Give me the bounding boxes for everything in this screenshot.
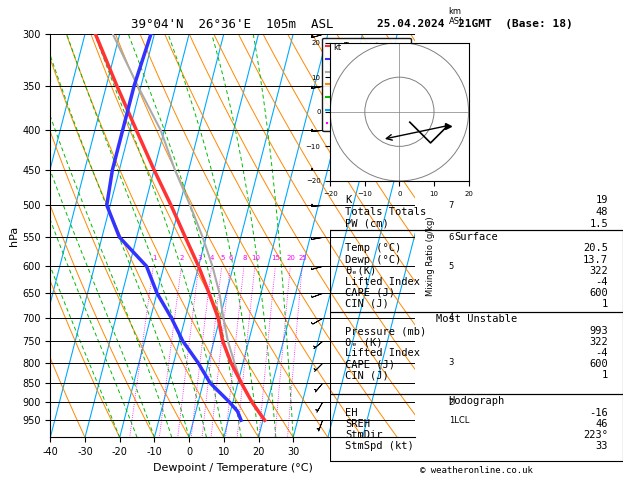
Text: Mixing Ratio (g/kg): Mixing Ratio (g/kg) [426, 216, 435, 295]
Text: -4: -4 [596, 277, 608, 287]
Text: 4: 4 [448, 313, 454, 322]
Text: Temp (°C): Temp (°C) [345, 243, 401, 254]
Text: -16: -16 [589, 408, 608, 417]
Text: 2: 2 [180, 255, 184, 260]
Text: Totals Totals: Totals Totals [345, 207, 426, 217]
Text: 3: 3 [198, 255, 202, 260]
Text: 5: 5 [448, 262, 454, 271]
Text: PW (cm): PW (cm) [345, 219, 389, 229]
Text: Pressure (mb): Pressure (mb) [345, 326, 426, 336]
Text: 993: 993 [589, 326, 608, 336]
Text: CIN (J): CIN (J) [345, 370, 389, 381]
Text: 8: 8 [242, 255, 247, 260]
Text: 3: 3 [448, 358, 454, 367]
X-axis label: Dewpoint / Temperature (°C): Dewpoint / Temperature (°C) [153, 463, 313, 473]
Text: 10: 10 [251, 255, 260, 260]
Text: StmDir: StmDir [345, 430, 382, 440]
Text: 19: 19 [596, 195, 608, 206]
Text: 25: 25 [298, 255, 307, 260]
Text: K: K [345, 195, 351, 206]
Text: Lifted Index: Lifted Index [345, 277, 420, 287]
Text: 1.5: 1.5 [589, 219, 608, 229]
Legend: Temperature, Dewpoint, Parcel Trajectory, Dry Adiabat, Wet Adiabat, Isotherm, Mi: Temperature, Dewpoint, Parcel Trajectory… [322, 38, 411, 131]
Text: 600: 600 [589, 288, 608, 298]
Text: 5: 5 [220, 255, 225, 260]
Text: 8: 8 [448, 126, 454, 135]
Text: 6: 6 [228, 255, 233, 260]
Text: EH: EH [345, 408, 357, 417]
Text: 15: 15 [272, 255, 281, 260]
Text: CAPE (J): CAPE (J) [345, 288, 395, 298]
Text: 4: 4 [210, 255, 214, 260]
Text: θₑ(K): θₑ(K) [345, 266, 376, 276]
Text: 33: 33 [596, 441, 608, 451]
Text: 25.04.2024  21GMT  (Base: 18): 25.04.2024 21GMT (Base: 18) [377, 19, 573, 30]
Text: 1: 1 [152, 255, 157, 260]
Text: 2: 2 [448, 398, 454, 407]
Text: 6: 6 [448, 233, 454, 242]
Text: SREH: SREH [345, 419, 370, 429]
Text: CIN (J): CIN (J) [345, 299, 389, 309]
Title: 39°04'N  26°36'E  105m  ASL: 39°04'N 26°36'E 105m ASL [131, 18, 334, 32]
Y-axis label: hPa: hPa [9, 226, 19, 246]
Text: Lifted Index: Lifted Index [345, 348, 420, 358]
Text: 48: 48 [596, 207, 608, 217]
Text: Most Unstable: Most Unstable [436, 314, 517, 324]
Text: 1: 1 [602, 370, 608, 381]
Text: 20: 20 [286, 255, 295, 260]
Text: Surface: Surface [455, 232, 498, 242]
Text: 20.5: 20.5 [583, 243, 608, 254]
Text: -4: -4 [596, 348, 608, 358]
Text: 600: 600 [589, 359, 608, 369]
Text: 322: 322 [589, 337, 608, 347]
Text: θₑ (K): θₑ (K) [345, 337, 382, 347]
Text: km
ASL: km ASL [448, 6, 464, 26]
Text: 322: 322 [589, 266, 608, 276]
Text: 223°: 223° [583, 430, 608, 440]
Text: CAPE (J): CAPE (J) [345, 359, 395, 369]
Text: 1: 1 [602, 299, 608, 309]
Text: 7: 7 [448, 201, 454, 209]
Text: 13.7: 13.7 [583, 255, 608, 264]
Text: Hodograph: Hodograph [448, 396, 504, 406]
Text: kt: kt [334, 42, 342, 52]
Text: © weatheronline.co.uk: © weatheronline.co.uk [420, 466, 533, 475]
Text: 1LCL: 1LCL [448, 416, 469, 425]
Text: StmSpd (kt): StmSpd (kt) [345, 441, 414, 451]
Text: 46: 46 [596, 419, 608, 429]
Text: Dewp (°C): Dewp (°C) [345, 255, 401, 264]
